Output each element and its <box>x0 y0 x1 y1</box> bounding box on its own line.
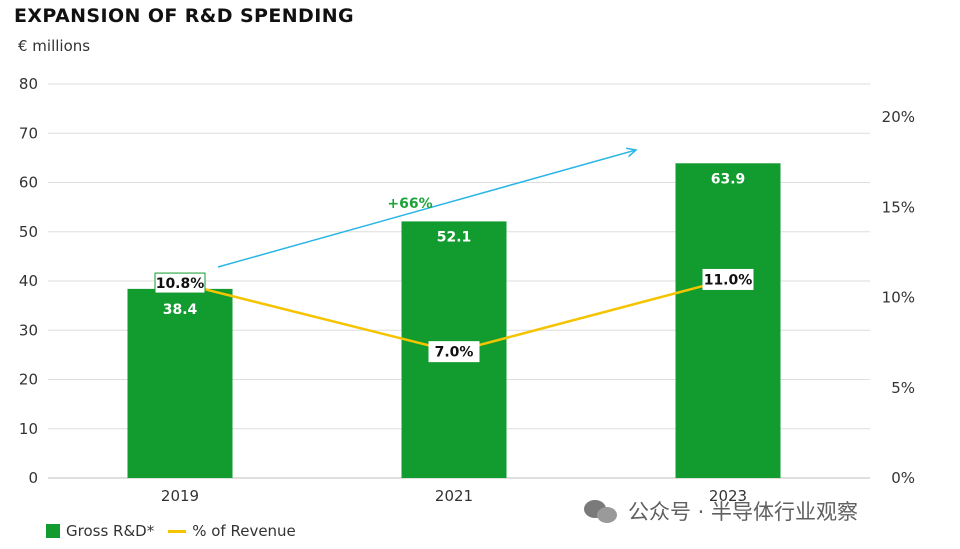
revenue-pct-label: 11.0% <box>704 272 753 288</box>
y-tick-label-left: 70 <box>19 124 38 142</box>
y-tick-label-left: 40 <box>19 272 38 290</box>
y-tick-label-left: 20 <box>19 371 38 389</box>
revenue-pct-label: 7.0% <box>435 345 474 361</box>
growth-annotation: +66% <box>387 196 432 212</box>
y-tick-label-left: 10 <box>19 420 38 438</box>
y-tick-label-left: 60 <box>19 174 38 192</box>
y-tick-label-left: 0 <box>28 469 38 487</box>
revenue-pct-badge <box>154 272 206 294</box>
legend-label-gross-rd: Gross R&D* <box>66 522 155 540</box>
y-tick-label-right: 10% <box>882 289 915 307</box>
legend-item-gross-rd: Gross R&D* <box>46 522 154 540</box>
y-tick-label-right: 15% <box>882 198 915 216</box>
legend-swatch-line <box>168 529 187 533</box>
revenue-pct-label: 10.8% <box>156 276 205 292</box>
wechat-icon <box>584 498 620 524</box>
revenue-pct-badge <box>428 341 480 363</box>
legend-label-revenue-pct: % of Revenue <box>192 522 296 540</box>
watermark: 公众号 · 半导体行业观察 <box>584 496 858 526</box>
bar <box>675 163 781 479</box>
y-tick-label-right: 5% <box>891 379 915 397</box>
x-tick-label: 2019 <box>161 487 199 505</box>
bar-value-label: 63.9 <box>711 171 746 187</box>
y-tick-label-right: 0% <box>891 469 915 487</box>
y-tick-label-left: 30 <box>19 321 38 339</box>
y-tick-label-right: 20% <box>882 108 915 126</box>
watermark-text: 公众号 · 半导体行业观察 <box>628 500 859 524</box>
legend: Gross R&D* % of Revenue <box>46 522 310 540</box>
bar-value-label: 52.1 <box>437 229 472 245</box>
chart-title: EXPANSION OF R&D SPENDING <box>14 5 354 27</box>
x-tick-label: 2023 <box>709 487 747 505</box>
y-tick-label-left: 80 <box>19 75 38 93</box>
bar <box>127 288 233 478</box>
growth-arrow-head <box>626 147 638 158</box>
chart-subtitle: € millions <box>18 37 91 55</box>
x-tick-label: 2021 <box>435 487 473 505</box>
legend-swatch-bar <box>46 524 60 538</box>
y-tick-label-left: 50 <box>19 223 38 241</box>
bar-value-label: 38.4 <box>163 302 198 318</box>
growth-arrow-line <box>217 149 637 268</box>
legend-item-revenue-pct: % of Revenue <box>168 522 296 540</box>
revenue-pct-badge <box>702 268 754 290</box>
